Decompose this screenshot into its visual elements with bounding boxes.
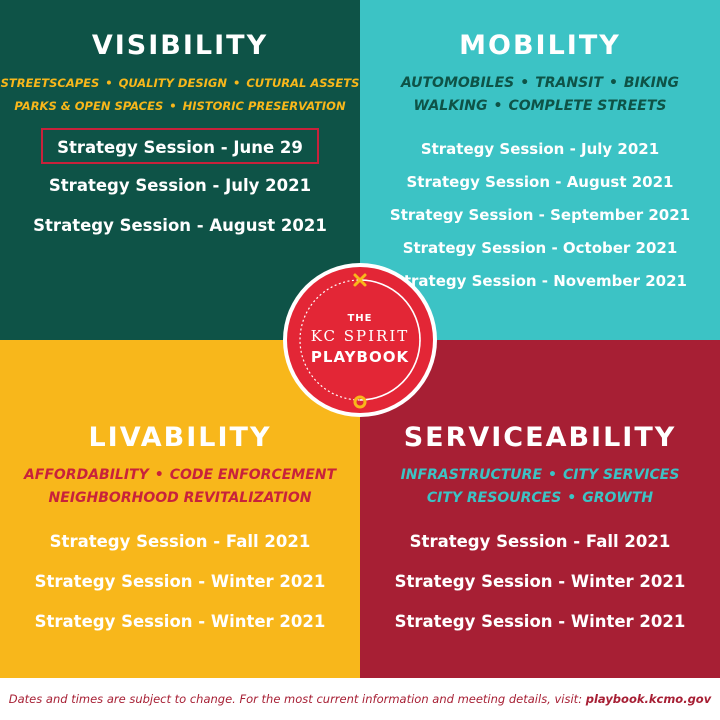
- mobility-topics-line-1: AUTOMOBILES • TRANSIT • BIKING: [360, 72, 720, 95]
- serviceability-title: SERVICEABILITY: [403, 422, 677, 453]
- topic-item: PARKS & OPEN SPACES: [14, 99, 164, 113]
- livability-topics-line-2: NEIGHBORHOOD REVITALIZATION: [0, 487, 360, 510]
- bullet-separator: •: [232, 76, 241, 90]
- session-item: Strategy Session - Winter 2021: [34, 612, 326, 631]
- session-item: Strategy Session - September 2021: [389, 206, 691, 224]
- livability-sessions-list: Strategy Session - Fall 2021 Strategy Se…: [0, 522, 360, 642]
- footer-notice: Dates and times are subject to change. F…: [0, 678, 720, 720]
- session-item: Strategy Session - July 2021: [48, 176, 312, 195]
- session-item-highlighted[interactable]: Strategy Session - June 29: [41, 128, 319, 164]
- visibility-topics-line-1: STREETSCAPES • QUALITY DESIGN • CUTURAL ASSE…: [0, 72, 360, 95]
- footer-text: Dates and times are subject to change. F…: [8, 692, 586, 706]
- bullet-separator: •: [154, 467, 164, 483]
- topic-item: INFRASTRUCTURE: [400, 467, 543, 483]
- bullet-separator: •: [567, 490, 577, 506]
- livability-title: LIVABILITY: [88, 422, 272, 453]
- session-item: Strategy Session - Fall 2021: [409, 532, 671, 551]
- topic-item: QUALITY DESIGN: [118, 76, 227, 90]
- session-item: Strategy Session - August 2021: [33, 216, 327, 235]
- session-item: Strategy Session - Winter 2021: [394, 612, 686, 631]
- topic-item: CITY SERVICES: [562, 467, 680, 483]
- o-marker-icon: [353, 395, 367, 409]
- mobility-sessions-list: Strategy Session - July 2021 Strategy Se…: [360, 133, 720, 298]
- footer-link[interactable]: playbook.kcmo.gov: [585, 692, 712, 706]
- serviceability-topics: INFRASTRUCTURE • CITY SERVICES CITY RESOUR…: [360, 464, 720, 510]
- topic-item: CODE ENFORCEMENT: [169, 467, 337, 483]
- visibility-topics-line-2: PARKS & OPEN SPACES • HISTORIC PRESERVATIO…: [0, 95, 360, 118]
- topic-item: GROWTH: [582, 490, 654, 506]
- session-item: Strategy Session - October 2021: [402, 239, 678, 257]
- visibility-sessions-list: Strategy Session - June 29 Strategy Sess…: [0, 128, 360, 246]
- logo-text-playbook: PLAYBOOK: [311, 348, 410, 366]
- x-marker-icon: [353, 273, 367, 287]
- bullet-separator: •: [105, 76, 113, 90]
- serviceability-topics-line-1: INFRASTRUCTURE • CITY SERVICES: [360, 464, 720, 487]
- bullet-separator: •: [520, 75, 530, 91]
- visibility-panel: VISIBILITY STREETSCAPES • QUALITY DESIGN • C…: [0, 0, 360, 340]
- session-item: Strategy Session - Fall 2021: [49, 532, 311, 551]
- bullet-separator: •: [493, 98, 503, 114]
- serviceability-sessions-list: Strategy Session - Fall 2021 Strategy Se…: [360, 522, 720, 642]
- bullet-separator: •: [608, 75, 618, 91]
- topic-item: AFFORDABILITY: [23, 467, 149, 483]
- serviceability-topics-line-2: CITY RESOURCES • GROWTH: [360, 487, 720, 510]
- topic-item: HISTORIC PRESERVATION: [182, 99, 346, 113]
- livability-topics-line-1: AFFORDABILITY • CODE ENFORCEMENT: [0, 464, 360, 487]
- session-item: Strategy Session - November 2021: [393, 272, 687, 290]
- livability-topics: AFFORDABILITY • CODE ENFORCEMENT NEIGHBORH…: [0, 464, 360, 510]
- logo-text-kc-spirit: KC SPIRIT: [311, 327, 410, 345]
- logo-text-the: THE: [347, 313, 372, 324]
- session-item: Strategy Session - July 2021: [420, 140, 660, 158]
- mobility-topics-line-2: WALKING • COMPLETE STREETS: [360, 95, 720, 118]
- topic-item: COMPLETE STREETS: [508, 98, 667, 114]
- topic-item: CUTURAL ASSETS: [246, 76, 360, 90]
- mobility-panel: MOBILITY AUTOMOBILES • TRANSIT • BIKING WALK…: [360, 0, 720, 340]
- session-item: Strategy Session - Winter 2021: [394, 572, 686, 591]
- visibility-title: VISIBILITY: [91, 30, 269, 61]
- serviceability-panel: SERVICEABILITY INFRASTRUCTURE • CITY SERVI…: [360, 340, 720, 678]
- topic-item: STREETSCAPES: [0, 76, 100, 90]
- mobility-topics: AUTOMOBILES • TRANSIT • BIKING WALKING • COMPL…: [360, 72, 720, 118]
- topic-item: NEIGHBORHOOD REVITALIZATION: [48, 490, 312, 506]
- session-item: Strategy Session - August 2021: [406, 173, 674, 191]
- bullet-separator: •: [548, 467, 557, 483]
- topic-item: TRANSIT: [535, 75, 603, 91]
- session-item: Strategy Session - Winter 2021: [34, 572, 326, 591]
- livability-panel: LIVABILITY AFFORDABILITY • CODE ENFORCEMEN…: [0, 340, 360, 678]
- bullet-separator: •: [169, 99, 177, 113]
- topic-item: AUTOMOBILES: [400, 75, 515, 91]
- topic-item: BIKING: [623, 75, 680, 91]
- visibility-topics: STREETSCAPES • QUALITY DESIGN • CUTURAL ASSE…: [0, 72, 360, 118]
- logo-path-arc: [359, 279, 421, 401]
- logo-red-disc: [287, 267, 433, 413]
- topic-item: WALKING: [413, 98, 488, 114]
- mobility-title: MOBILITY: [459, 30, 621, 61]
- topic-item: CITY RESOURCES: [426, 490, 562, 506]
- kc-spirit-playbook-logo: THE KC SPIRIT PLAYBOOK: [283, 263, 437, 417]
